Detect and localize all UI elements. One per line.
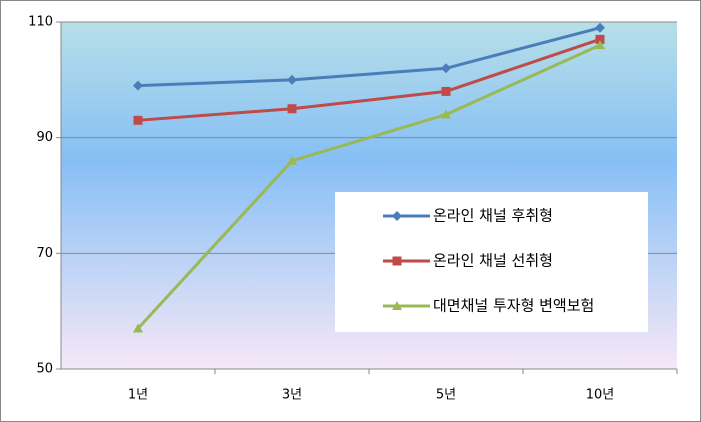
series-line: [137, 37, 601, 122]
legend-label: 대면채널 투자형 변액보험: [433, 297, 594, 315]
data-point: [287, 155, 297, 165]
data-point: [287, 74, 297, 85]
data-point: [595, 34, 605, 44]
data-point: [441, 63, 451, 74]
legend-marker: [392, 301, 402, 310]
data-point: [441, 86, 451, 96]
data-point: [595, 40, 605, 50]
x-tick-label: 3년: [282, 388, 302, 403]
data-point: [441, 109, 451, 119]
data-point: [287, 104, 297, 114]
y-tick-label: 70: [36, 246, 53, 261]
data-point: [595, 22, 605, 33]
series-line: [137, 26, 601, 88]
y-tick-label: 110: [28, 15, 53, 30]
legend-marker: [392, 211, 402, 221]
y-tick-label: 90: [36, 130, 53, 145]
legend-label: 온라인 채널 후취형: [433, 207, 553, 225]
legend-label: 온라인 채널 선취형: [433, 252, 553, 270]
legend-marker: [392, 256, 402, 266]
data-point: [133, 80, 143, 91]
data-point: [133, 115, 143, 125]
x-tick-label: 10년: [586, 388, 615, 403]
data-point: [133, 323, 143, 333]
series-line: [136, 43, 601, 330]
x-tick-label: 1년: [128, 388, 148, 403]
x-tick-label: 5년: [436, 388, 456, 403]
y-tick-label: 50: [36, 362, 53, 377]
